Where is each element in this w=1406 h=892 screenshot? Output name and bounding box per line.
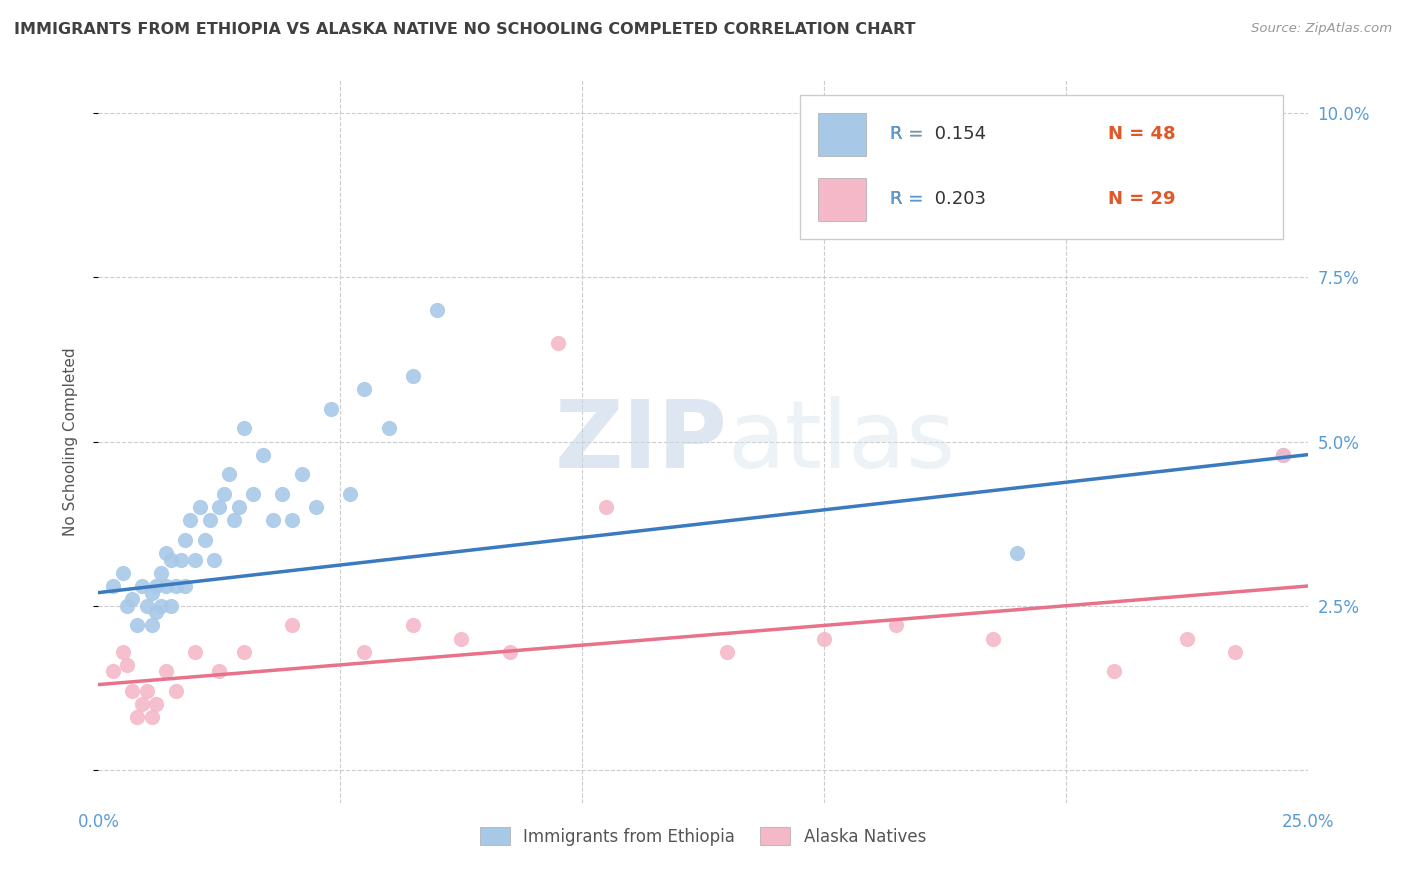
Point [121, 684, 143, 698]
Point [319, 401, 342, 416]
Point [174, 533, 197, 547]
Point [198, 513, 221, 527]
Point [228, 500, 250, 515]
Point [155, 579, 177, 593]
Point [150, 566, 173, 580]
Point [179, 513, 201, 527]
Point [339, 487, 361, 501]
Point [222, 513, 245, 527]
Point [160, 599, 183, 613]
Point [101, 579, 124, 593]
Point [127, 618, 149, 632]
Point [145, 698, 167, 712]
Text: IMMIGRANTS FROM ETHIOPIA VS ALASKA NATIVE NO SCHOOLING COMPLETED CORRELATION CHA: IMMIGRANTS FROM ETHIOPIA VS ALASKA NATIV… [14, 22, 915, 37]
Y-axis label: No Schooling Completed: No Schooling Completed [63, 347, 77, 536]
Point [169, 553, 191, 567]
Point [353, 382, 375, 396]
Point [1272, 448, 1295, 462]
Point [218, 467, 240, 482]
Point [353, 645, 375, 659]
Text: ZIP: ZIP [554, 395, 727, 488]
Point [111, 566, 134, 580]
Point [127, 710, 149, 724]
Legend: Immigrants from Ethiopia, Alaska Natives: Immigrants from Ethiopia, Alaska Natives [474, 821, 932, 852]
Point [135, 599, 157, 613]
Point [194, 533, 217, 547]
Point [595, 500, 617, 515]
Point [281, 618, 304, 632]
Point [117, 657, 139, 672]
Point [131, 579, 153, 593]
Point [242, 487, 264, 501]
Bar [818, 178, 866, 221]
Point [111, 645, 134, 659]
Bar [818, 112, 866, 156]
Point [377, 421, 399, 435]
Point [262, 513, 284, 527]
Point [141, 618, 163, 632]
Point [174, 579, 197, 593]
Point [155, 665, 177, 679]
Point [160, 553, 183, 567]
Point [498, 645, 520, 659]
Point [101, 665, 124, 679]
Point [121, 592, 143, 607]
Point [232, 645, 254, 659]
Point [131, 698, 153, 712]
Point [184, 645, 207, 659]
Point [232, 421, 254, 435]
Point [204, 553, 226, 567]
Point [165, 579, 187, 593]
Text: R =: R = [890, 191, 929, 209]
Point [547, 336, 569, 351]
Point [1007, 546, 1029, 560]
Text: R =  0.154: R = 0.154 [890, 126, 987, 144]
Point [402, 368, 425, 383]
Point [135, 684, 157, 698]
Point [208, 500, 231, 515]
Text: Source: ZipAtlas.com: Source: ZipAtlas.com [1251, 22, 1392, 36]
Point [305, 500, 328, 515]
Point [145, 605, 167, 619]
Point [426, 303, 449, 318]
Point [1175, 632, 1198, 646]
Point [212, 487, 235, 501]
Text: N = 29: N = 29 [1108, 191, 1175, 209]
Point [886, 618, 908, 632]
Point [150, 599, 173, 613]
Point [141, 585, 163, 599]
Point [402, 618, 425, 632]
Text: R =: R = [890, 126, 929, 144]
Point [450, 632, 472, 646]
Text: N = 48: N = 48 [1108, 126, 1175, 144]
Point [188, 500, 211, 515]
Point [813, 632, 835, 646]
Point [117, 599, 139, 613]
Text: R =  0.203: R = 0.203 [890, 191, 987, 209]
Point [208, 665, 231, 679]
Point [981, 632, 1004, 646]
Point [716, 645, 738, 659]
Text: atlas: atlas [727, 395, 956, 488]
Point [1223, 645, 1246, 659]
Point [290, 467, 312, 482]
Point [1272, 448, 1295, 462]
Point [281, 513, 304, 527]
Point [252, 448, 274, 462]
Point [184, 553, 207, 567]
Point [271, 487, 294, 501]
Point [165, 684, 187, 698]
Point [141, 710, 163, 724]
Point [145, 579, 167, 593]
Point [155, 546, 177, 560]
FancyBboxPatch shape [800, 95, 1284, 239]
Point [1102, 665, 1125, 679]
